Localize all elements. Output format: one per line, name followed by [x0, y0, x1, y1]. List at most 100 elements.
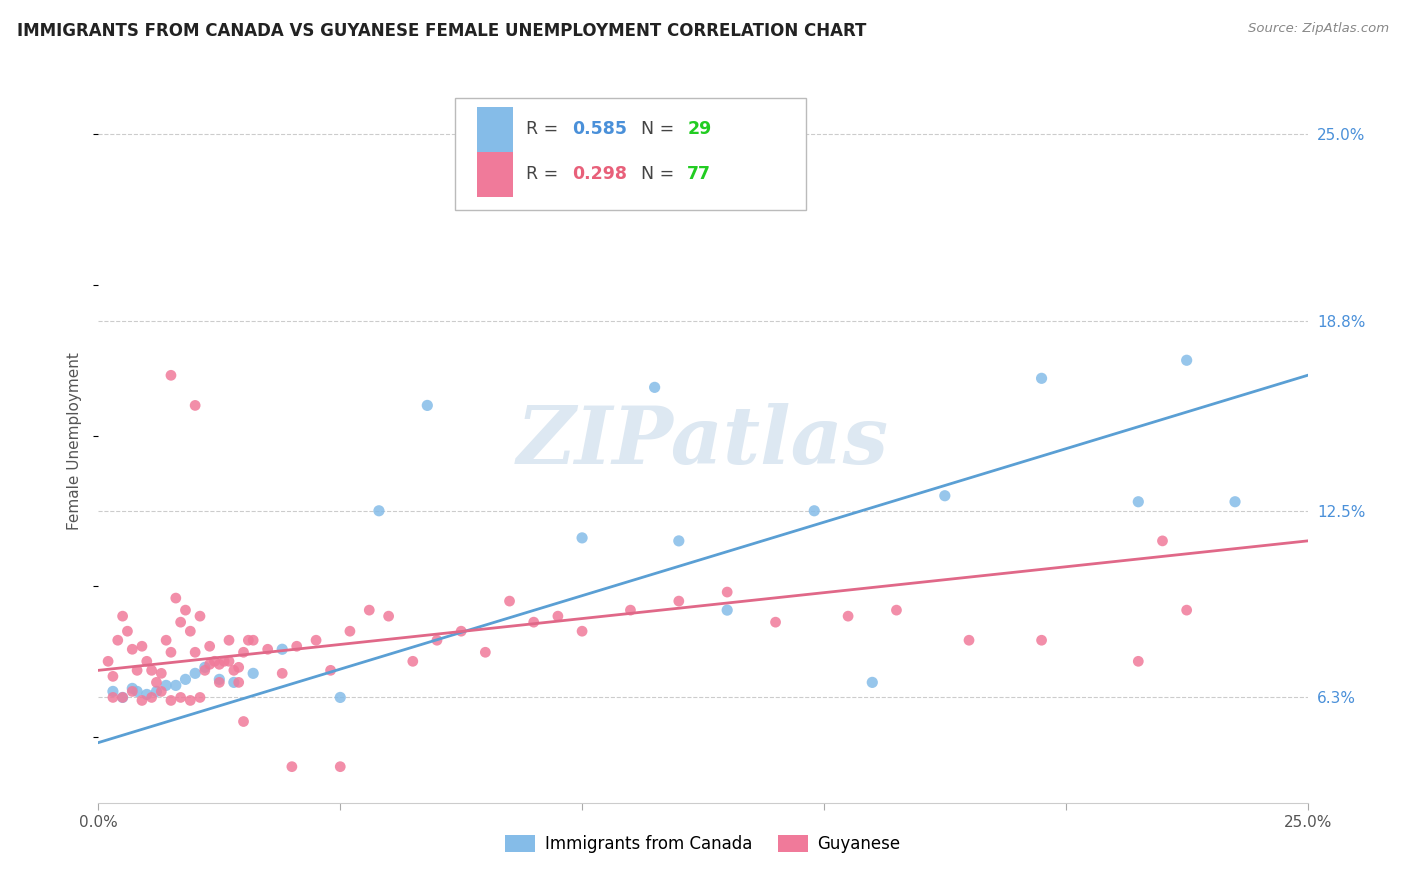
Point: [135, 654, 157, 668]
Point: [716, 603, 738, 617]
Point: [222, 675, 245, 690]
Point: [232, 645, 254, 659]
Point: [1128, 494, 1150, 508]
Point: [145, 684, 167, 698]
Point: [111, 690, 134, 705]
Point: [571, 624, 593, 639]
Point: [155, 678, 177, 692]
Point: [619, 603, 641, 617]
Point: [169, 615, 191, 630]
Point: [131, 639, 153, 653]
Point: [523, 615, 546, 630]
Point: [571, 531, 593, 545]
Text: 77: 77: [688, 165, 711, 183]
Text: R =: R =: [526, 120, 564, 138]
Point: [1031, 633, 1053, 648]
Point: [135, 687, 157, 701]
Point: [402, 654, 425, 668]
Point: [271, 642, 294, 657]
Text: R =: R =: [526, 165, 564, 183]
Point: [165, 678, 187, 692]
Point: [765, 615, 787, 630]
Point: [131, 693, 153, 707]
Point: [228, 660, 250, 674]
Point: [141, 690, 163, 705]
Point: [101, 669, 124, 683]
Point: [416, 398, 439, 412]
Point: [141, 664, 163, 678]
Point: [426, 633, 449, 648]
Point: [212, 654, 235, 668]
Point: [305, 633, 328, 648]
Point: [188, 609, 211, 624]
Point: [228, 675, 250, 690]
Point: [1031, 371, 1053, 385]
Point: [184, 398, 207, 412]
Point: [474, 645, 496, 659]
Point: [450, 624, 472, 639]
Point: [668, 594, 690, 608]
Point: [238, 633, 260, 648]
Point: [150, 684, 173, 698]
Point: [498, 594, 520, 608]
Point: [188, 690, 211, 705]
Point: [111, 609, 134, 624]
Point: [165, 591, 187, 606]
Point: [184, 666, 207, 681]
Point: [644, 380, 666, 394]
Point: [169, 690, 191, 705]
Text: Source: ZipAtlas.com: Source: ZipAtlas.com: [1249, 22, 1389, 36]
Point: [121, 642, 143, 657]
Point: [359, 603, 381, 617]
Text: ZIPatlas: ZIPatlas: [517, 403, 889, 480]
Point: [319, 664, 342, 678]
Point: [957, 633, 980, 648]
Point: [208, 657, 231, 672]
Text: 0.298: 0.298: [572, 165, 627, 183]
Text: N =: N =: [641, 165, 681, 183]
Point: [285, 639, 308, 653]
Point: [150, 666, 173, 681]
Point: [160, 368, 183, 383]
Point: [127, 684, 149, 698]
Point: [1128, 654, 1150, 668]
Point: [101, 690, 124, 705]
Point: [329, 760, 352, 774]
Point: [204, 654, 226, 668]
Point: [179, 624, 201, 639]
Point: [368, 504, 391, 518]
Point: [121, 681, 143, 696]
FancyBboxPatch shape: [477, 152, 513, 196]
Point: [184, 645, 207, 659]
Text: N =: N =: [641, 120, 681, 138]
Text: 0.585: 0.585: [572, 120, 627, 138]
Point: [127, 664, 149, 678]
Point: [198, 657, 221, 672]
Point: [242, 633, 264, 648]
FancyBboxPatch shape: [477, 107, 513, 152]
Point: [121, 684, 143, 698]
Point: [155, 633, 177, 648]
Point: [256, 642, 278, 657]
Point: [218, 633, 240, 648]
Point: [174, 673, 197, 687]
Point: [194, 664, 217, 678]
Legend: Immigrants from Canada, Guyanese: Immigrants from Canada, Guyanese: [499, 828, 907, 860]
Point: [281, 760, 304, 774]
FancyBboxPatch shape: [456, 98, 806, 211]
Point: [160, 693, 183, 707]
Point: [194, 660, 217, 674]
Text: 29: 29: [688, 120, 711, 138]
Point: [174, 603, 197, 617]
Point: [101, 684, 124, 698]
Point: [97, 654, 120, 668]
Point: [145, 675, 167, 690]
Point: [1175, 603, 1198, 617]
Point: [1223, 494, 1246, 508]
Point: [860, 675, 883, 690]
Point: [271, 666, 294, 681]
Point: [242, 666, 264, 681]
Point: [377, 609, 399, 624]
Text: IMMIGRANTS FROM CANADA VS GUYANESE FEMALE UNEMPLOYMENT CORRELATION CHART: IMMIGRANTS FROM CANADA VS GUYANESE FEMAL…: [17, 22, 866, 40]
Point: [547, 609, 569, 624]
